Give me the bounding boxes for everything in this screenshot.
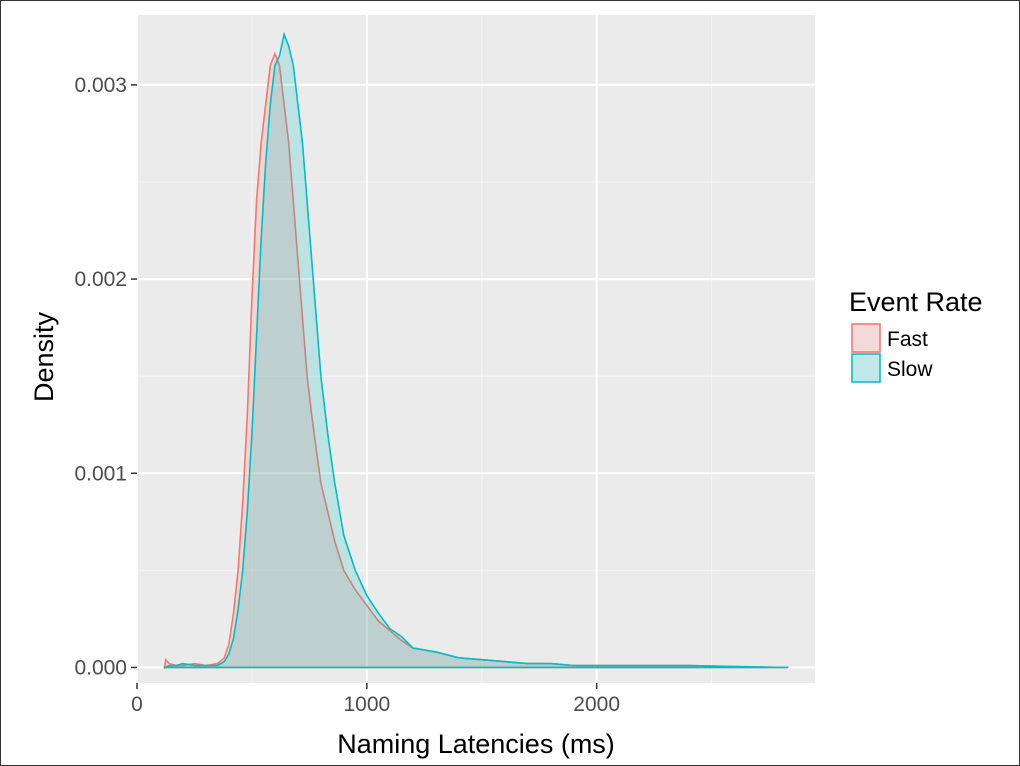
axis-tick-labels: 0 1000 2000 0.000 0.001 0.002 0.003 — [74, 74, 620, 716]
legend-key-slow — [851, 353, 881, 383]
x-tick-label: 2000 — [573, 693, 620, 716]
legend-key-fast — [851, 323, 881, 353]
density-areas — [163, 31, 789, 670]
y-tick-label: 0.000 — [74, 656, 127, 679]
density-area-slow — [163, 31, 789, 669]
y-axis-title: Density — [29, 311, 59, 402]
legend-swatch-fast — [851, 323, 881, 353]
legend-label-fast: Fast — [887, 328, 928, 351]
y-tick-label: 0.002 — [74, 268, 127, 291]
minor-gridlines — [137, 15, 815, 683]
legend-title: Event Rate — [849, 287, 983, 317]
x-axis-title: Naming Latencies (ms) — [337, 729, 615, 759]
y-tick-label: 0.001 — [74, 462, 127, 485]
axis-ticks — [131, 84, 598, 689]
legend-swatch-slow — [851, 353, 881, 383]
legend: Event Rate Fast Slow — [849, 287, 983, 383]
x-tick-label: 0 — [131, 693, 143, 716]
y-tick-label: 0.003 — [74, 74, 127, 97]
legend-label-slow: Slow — [887, 358, 933, 381]
x-tick-label: 1000 — [343, 693, 390, 716]
legend-items: Fast Slow — [851, 323, 933, 383]
